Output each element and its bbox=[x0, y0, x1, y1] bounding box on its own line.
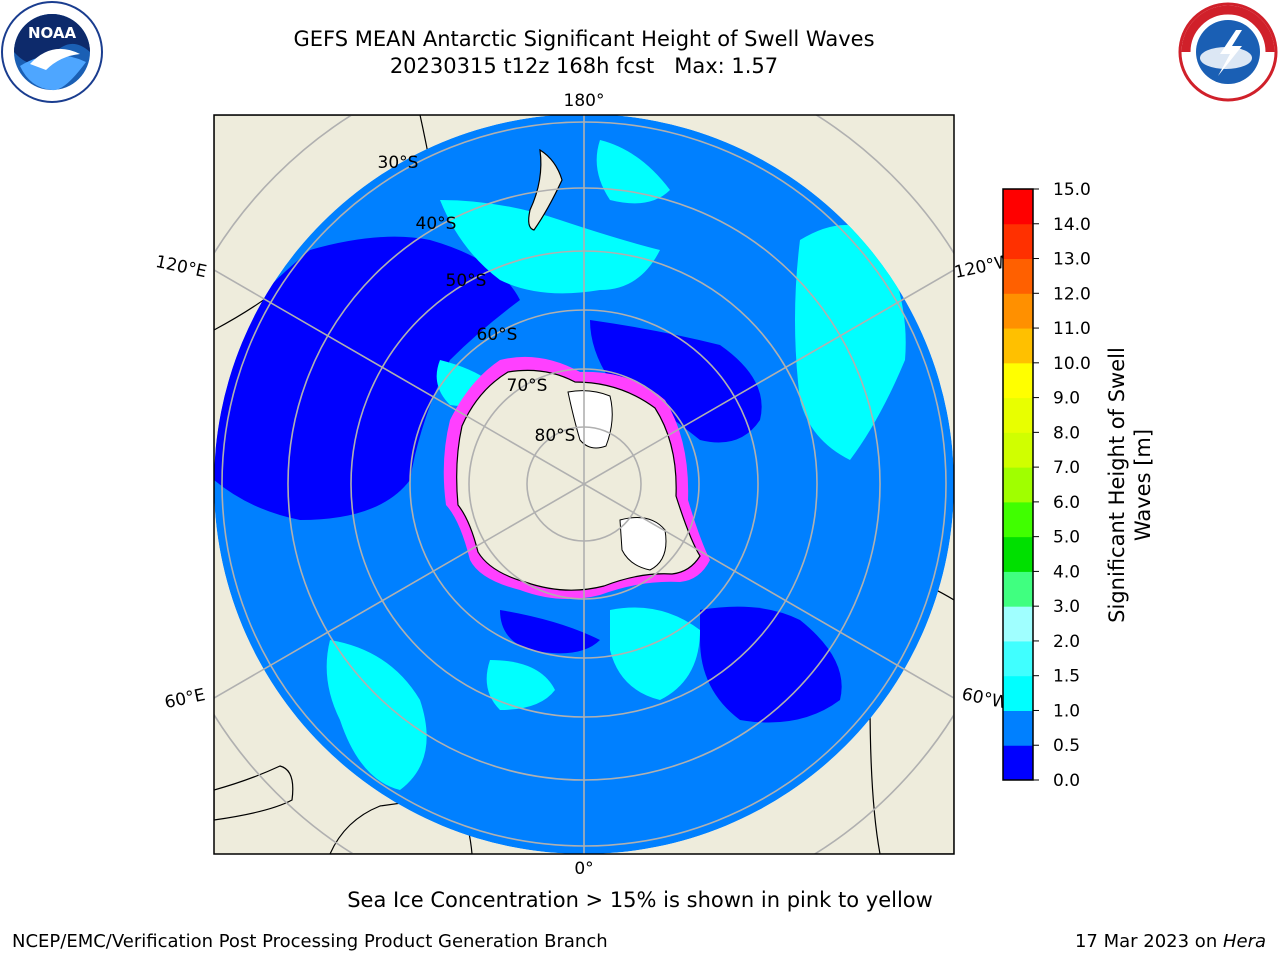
colorbar-tick-label: 0.0 bbox=[1053, 771, 1080, 791]
colorbar-tick-label: 5.0 bbox=[1053, 528, 1080, 548]
map-subtitle: 20230315 t12z 168h fcst Max: 1.57 bbox=[389, 54, 779, 78]
colorbar-bin bbox=[1003, 467, 1033, 503]
colorbar-tick-label: 7.0 bbox=[1053, 458, 1080, 478]
map-title: GEFS MEAN Antarctic Significant Height o… bbox=[293, 27, 875, 51]
high-swell-area-indian-ocean bbox=[486, 660, 555, 710]
colorbar-tick-label: 15.0 bbox=[1053, 180, 1091, 200]
colorbar-tick-label: 9.0 bbox=[1053, 389, 1080, 409]
madagascar-land bbox=[214, 765, 294, 821]
sea-ice-caption: Sea Ice Concentration > 15% is shown in … bbox=[347, 888, 933, 912]
colorbar-tick-label: 4.0 bbox=[1053, 562, 1080, 582]
colorbar-tick-label: 14.0 bbox=[1053, 215, 1091, 235]
colorbar-bin bbox=[1003, 328, 1033, 364]
lat-label-50s: 50°S bbox=[446, 271, 487, 291]
lat-label-80s: 80°S bbox=[535, 426, 576, 446]
colorbar-bin bbox=[1003, 640, 1033, 677]
colorbar-bin bbox=[1003, 258, 1033, 294]
nws-logo bbox=[1178, 2, 1278, 102]
colorbar-tick-label: 1.5 bbox=[1053, 667, 1080, 687]
colorbar-bin bbox=[1003, 536, 1033, 572]
colorbar-tick-label: 10.0 bbox=[1053, 354, 1091, 374]
colorbar-bin bbox=[1003, 571, 1033, 607]
colorbar-bin bbox=[1003, 362, 1033, 399]
lon-label-120e: 120°E bbox=[154, 252, 209, 282]
colorbar-tick-label: 11.0 bbox=[1053, 319, 1091, 339]
colorbar-bin bbox=[1003, 710, 1033, 746]
colorbar-tick-label: 8.0 bbox=[1053, 423, 1080, 443]
high-swell-area-east-pacific bbox=[795, 225, 906, 460]
colorbar-bin bbox=[1003, 501, 1033, 538]
weddell-ice-shelf bbox=[619, 517, 667, 571]
colorbar-tick-label: 0.5 bbox=[1053, 736, 1080, 756]
colorbar-frame bbox=[1002, 188, 1034, 781]
footer-branch: NCEP/EMC/Verification Post Processing Pr… bbox=[12, 931, 608, 952]
low-swell-area-south-atlantic bbox=[700, 606, 842, 723]
colorbar-bin bbox=[1003, 675, 1033, 711]
footer-date-text: 17 Mar 2023 on bbox=[1074, 931, 1223, 952]
high-swell-area-tasman bbox=[440, 200, 660, 294]
colorbar-bin bbox=[1003, 189, 1033, 225]
high-swell-area-south-pacific bbox=[596, 140, 670, 204]
colorbar-bin bbox=[1003, 432, 1033, 468]
lon-label-60e: 60°E bbox=[163, 685, 207, 713]
longitude-lines bbox=[214, 115, 954, 854]
lat-label-40s: 40°S bbox=[416, 214, 457, 234]
map-frame bbox=[213, 114, 955, 855]
colorbar-label-line2: Waves [m] bbox=[1131, 429, 1155, 541]
lat-label-60s: 60°S bbox=[477, 325, 518, 345]
colorbar-bin bbox=[1003, 223, 1033, 260]
footer-date: 17 Mar 2023 on Hera bbox=[1075, 931, 1266, 952]
colorbar-tick-label: 12.0 bbox=[1053, 284, 1091, 304]
lat-label-70s: 70°S bbox=[507, 376, 548, 396]
svg-text:NOAA: NOAA bbox=[28, 24, 77, 42]
lat-label-30s: 30°S bbox=[378, 153, 419, 173]
footer-host: Hera bbox=[1222, 931, 1266, 952]
colorbar-tick-label: 1.0 bbox=[1053, 701, 1080, 721]
noaa-logo: NOAA bbox=[1, 1, 103, 103]
colorbar-label-line1: Significant Height of Swell bbox=[1105, 347, 1129, 623]
lon-label-0: 0° bbox=[574, 859, 593, 879]
lon-label-180: 180° bbox=[564, 91, 605, 111]
colorbar-bin bbox=[1003, 606, 1033, 642]
colorbar-tick-label: 2.0 bbox=[1053, 632, 1080, 652]
low-swell-area-pacific bbox=[590, 320, 762, 443]
high-swell-area-southwest-indian bbox=[326, 640, 427, 790]
colorbar: 0.0 0.5 1.0 1.5 2.0 3.0 4.0 5.0 6.0 7.0 8.0 9.0 10.0… bbox=[1002, 180, 1091, 791]
colorbar-tick-label: 13.0 bbox=[1053, 250, 1091, 270]
colorbar-bin bbox=[1003, 293, 1033, 329]
colorbar-bin bbox=[1003, 745, 1033, 781]
colorbar-bin bbox=[1003, 397, 1033, 433]
colorbar-tick-label: 6.0 bbox=[1053, 493, 1080, 513]
low-swell-area-weddell bbox=[500, 610, 600, 654]
colorbar-tick-label: 3.0 bbox=[1053, 597, 1080, 617]
